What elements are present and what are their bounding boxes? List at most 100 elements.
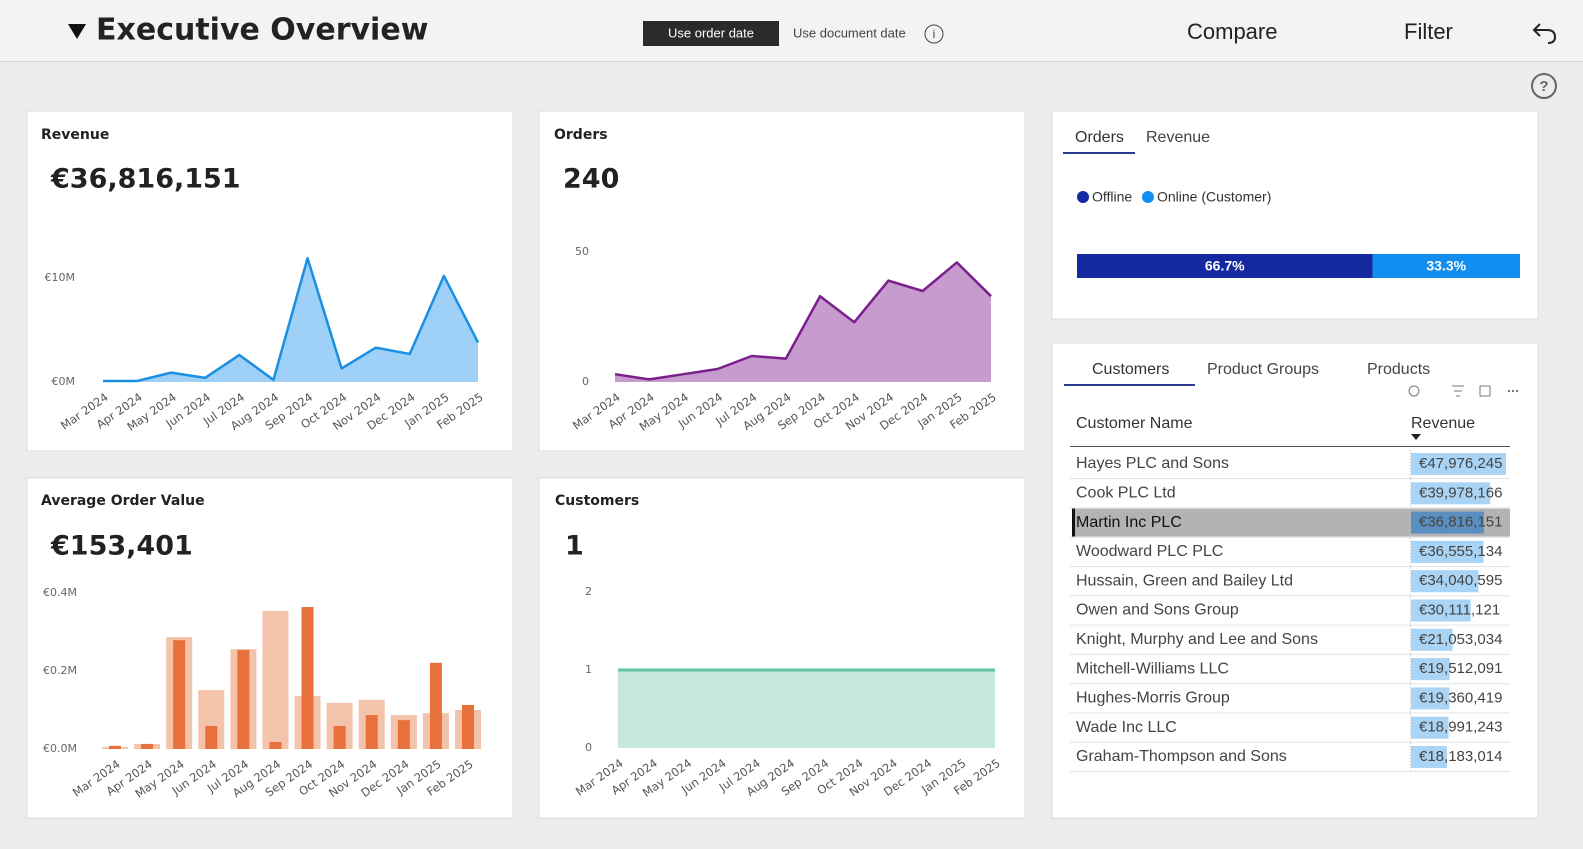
split-bar: [1372, 254, 1520, 278]
data-bar: [1411, 628, 1453, 651]
kpi-value: 240: [563, 164, 619, 195]
bar: [365, 715, 378, 749]
customer-name: Woodward PLC PLC: [1076, 543, 1223, 560]
line: [103, 256, 480, 383]
data-bar: [1411, 687, 1450, 710]
bar: [269, 741, 282, 749]
data-bar: [1411, 482, 1491, 505]
bar: [109, 745, 121, 749]
customer-name: Cook PLC Ltd: [1076, 485, 1176, 502]
bar: [462, 704, 474, 749]
revenue-value: €34,040,595: [1419, 572, 1502, 589]
kpi-value: €153,401: [50, 531, 193, 562]
legend-dot: [1142, 191, 1154, 203]
data-bar: [1411, 658, 1450, 681]
revenue-value: €19,512,091: [1419, 660, 1502, 677]
area-fill: [615, 262, 991, 382]
info-icon[interactable]: [924, 24, 944, 44]
channel-card: [1051, 110, 1539, 320]
filter-button[interactable]: Filter: [1404, 19, 1453, 44]
bar: [397, 720, 410, 749]
revenue-value: €36,555,134: [1419, 543, 1502, 560]
data-bar: [1411, 453, 1506, 475]
revenue-value: €39,978,166: [1419, 484, 1502, 501]
y-tick-label: 0: [585, 741, 592, 754]
bar: [301, 607, 314, 749]
collapse-icon[interactable]: [68, 24, 86, 39]
tab[interactable]: Products: [1367, 361, 1430, 378]
data-bar: [1411, 570, 1479, 593]
bar: [173, 640, 186, 749]
filter-icon[interactable]: [1452, 385, 1464, 397]
tab[interactable]: Customers: [1092, 361, 1169, 378]
customer-name: Hussain, Green and Bailey Ltd: [1076, 572, 1293, 589]
revenue-value: €19,360,419: [1419, 689, 1502, 706]
data-bar: [1411, 540, 1484, 563]
revenue-value: €36,816,151: [1419, 514, 1502, 531]
revenue-card: [26, 110, 514, 452]
y-tick-label: 1: [585, 663, 592, 676]
bar: [429, 662, 442, 749]
revenue-value: €18,991,243: [1419, 719, 1502, 736]
bar: [237, 649, 250, 749]
customer-name: Wade Inc LLC: [1076, 719, 1177, 736]
revenue-value: €21,053,034: [1419, 631, 1502, 648]
sort-arrow: [1411, 434, 1421, 440]
chart-title: Orders: [554, 127, 608, 143]
y-tick-label: 0: [582, 375, 589, 388]
info-glyph: i: [933, 27, 936, 41]
y-tick-label: €0M: [52, 375, 76, 388]
help-icon[interactable]: [1531, 73, 1557, 99]
y-tick-label: €0.4M: [43, 586, 77, 599]
chart-title: Average Order Value: [41, 493, 205, 509]
order-date-label: Use order date: [668, 25, 754, 40]
data-bar: [1411, 746, 1448, 768]
split-bar: [1077, 254, 1373, 278]
y-tick-label: €10M: [45, 271, 76, 284]
help-glyph: ?: [1539, 78, 1548, 95]
customer-name: Hughes-Morris Group: [1076, 690, 1230, 707]
bar: [141, 743, 154, 749]
header-bar: [0, 0, 1583, 61]
legend-dot: [1077, 191, 1089, 203]
kpi-value: €36,816,151: [50, 164, 241, 195]
column-header[interactable]: Revenue: [1411, 415, 1475, 432]
column-header[interactable]: Customer Name: [1076, 415, 1193, 432]
document-date-button[interactable]: Use document date: [793, 25, 906, 40]
customer-name: Hayes PLC and Sons: [1076, 455, 1229, 472]
tab[interactable]: Product Groups: [1207, 361, 1319, 378]
chart-title: Revenue: [41, 127, 109, 143]
undo-icon[interactable]: [1532, 23, 1557, 44]
data-bar: [1411, 511, 1484, 534]
y-tick-label: 50: [575, 245, 589, 258]
compare-button[interactable]: Compare: [1187, 19, 1277, 44]
customer-name: Martin Inc PLC: [1076, 514, 1182, 531]
selection-marker: [1072, 508, 1075, 537]
line: [614, 261, 992, 381]
tab[interactable]: Orders: [1075, 129, 1124, 146]
revenue-value: €18,183,014: [1419, 748, 1502, 765]
data-bar: [1411, 716, 1449, 739]
bar: [333, 725, 346, 749]
revenue-value: €47,976,245: [1419, 455, 1502, 472]
customer-name: Graham-Thompson and Sons: [1076, 748, 1287, 765]
y-tick-label: 2: [585, 585, 592, 598]
bar: [205, 725, 218, 749]
focus-icon[interactable]: [1479, 385, 1491, 397]
y-tick-label: €0.0M: [43, 742, 77, 755]
order-date-button[interactable]: [643, 21, 779, 46]
area-fill: [618, 670, 995, 748]
split-label: 33.3%: [1426, 258, 1466, 274]
kpi-value: 1: [565, 531, 584, 562]
customer-name: Mitchell-Williams LLC: [1076, 660, 1229, 677]
help-small-icon[interactable]: [1408, 385, 1420, 397]
customers-card: [538, 477, 1026, 819]
tab[interactable]: Revenue: [1146, 129, 1210, 146]
chart-title: Customers: [555, 493, 639, 509]
customer-name: Knight, Murphy and Lee and Sons: [1076, 631, 1318, 648]
page-title: Executive Overview: [96, 13, 428, 48]
revenue-value: €30,111,121: [1419, 601, 1500, 618]
legend-label: Online (Customer): [1157, 189, 1271, 205]
